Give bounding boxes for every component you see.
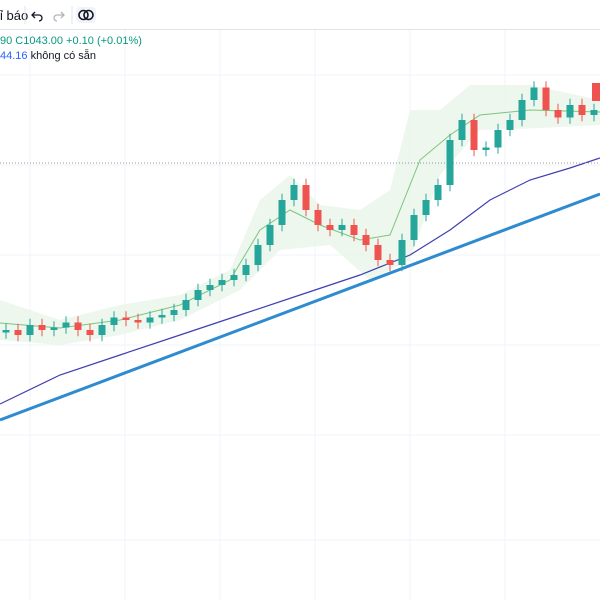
- candle-body: [338, 225, 346, 230]
- candle-body: [122, 317, 130, 320]
- candle-body: [38, 325, 46, 330]
- candle-body: [326, 225, 334, 230]
- candle-body: [590, 110, 598, 115]
- candle-body: [290, 185, 298, 200]
- candle-body: [530, 87, 538, 100]
- candle-body: [458, 120, 466, 140]
- candle-body: [158, 315, 166, 318]
- candle-body: [74, 322, 82, 330]
- candle-body: [434, 185, 442, 200]
- candle-body: [2, 330, 10, 333]
- trend-line: [0, 192, 600, 422]
- candle-body: [470, 120, 478, 150]
- candle-body: [566, 105, 574, 118]
- candle-body: [26, 325, 34, 335]
- candle-body: [518, 100, 526, 120]
- toolbar-icons: [24, 6, 96, 24]
- indicator-status: không có sẵn: [30, 50, 97, 62]
- candle-body: [146, 317, 154, 323]
- candle-body: [410, 215, 418, 240]
- candle-body: [554, 110, 562, 118]
- moving-average: [0, 157, 600, 405]
- candle-body: [86, 330, 94, 335]
- legend: 90 C1043.00 +0.10 (+0.01%) 44.16 không c…: [0, 34, 142, 64]
- candle-body: [170, 310, 178, 315]
- candle-body: [278, 200, 286, 225]
- candle-body: [134, 320, 142, 323]
- candle-body: [266, 225, 274, 245]
- compare-icon[interactable]: [78, 9, 89, 21]
- candle-body: [182, 300, 190, 310]
- redo-icon[interactable]: [53, 11, 65, 22]
- candle-body: [206, 285, 214, 290]
- candles: [2, 81, 598, 342]
- undo-icon[interactable]: [31, 11, 43, 22]
- candle-body: [542, 87, 550, 110]
- price-tag: [592, 83, 600, 101]
- candle-body: [494, 130, 502, 148]
- candle-body: [446, 140, 454, 185]
- compare-icon[interactable]: [83, 9, 94, 21]
- candle-body: [230, 275, 238, 280]
- candle-body: [350, 225, 358, 235]
- grid: [0, 30, 600, 600]
- candle-body: [398, 240, 406, 265]
- indicator-value: 44.16: [0, 50, 28, 62]
- candle-body: [506, 120, 514, 130]
- candle-body: [218, 280, 226, 285]
- candle-body: [302, 185, 310, 210]
- candle-body: [386, 260, 394, 265]
- candle-body: [50, 327, 58, 330]
- candle-body: [110, 317, 118, 325]
- candle-body: [578, 105, 586, 115]
- candle-body: [254, 245, 262, 265]
- candle-body: [194, 290, 202, 300]
- candle-body: [62, 322, 70, 328]
- candle-body: [14, 330, 22, 335]
- candle-body: [242, 265, 250, 275]
- candle-body: [374, 245, 382, 260]
- ohlc-legend: 90 C1043.00 +0.10 (+0.01%): [0, 35, 142, 47]
- toolbar: ỉ báo: [0, 0, 600, 30]
- candle-body: [98, 325, 106, 335]
- candle-body: [482, 147, 490, 150]
- indicators-button[interactable]: ỉ báo: [0, 8, 29, 23]
- candle-body: [422, 200, 430, 215]
- candle-body: [362, 235, 370, 245]
- candle-body: [314, 210, 322, 225]
